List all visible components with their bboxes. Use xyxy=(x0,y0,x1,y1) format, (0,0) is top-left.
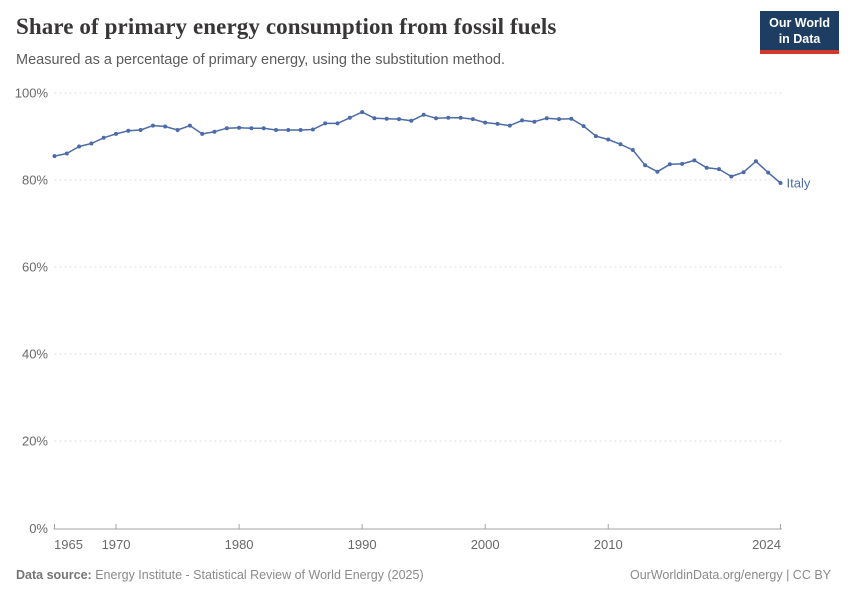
data-point xyxy=(520,118,525,123)
data-point xyxy=(741,170,746,175)
license-url: OurWorldinData.org/energy | CC BY xyxy=(629,568,831,582)
data-point xyxy=(101,135,106,140)
data-point xyxy=(138,128,143,132)
data-point xyxy=(397,117,401,122)
data-point xyxy=(249,126,254,131)
data-point xyxy=(224,126,229,131)
data-point xyxy=(286,128,291,132)
data-line xyxy=(53,111,782,184)
owid-logo-line2: in Data xyxy=(778,31,821,46)
data-point xyxy=(766,170,771,175)
data-source-text: Energy Institute - Statistical Review of… xyxy=(95,568,424,582)
owid-logo-line1: Our World xyxy=(769,16,830,30)
data-point xyxy=(163,124,168,129)
data-point xyxy=(470,117,475,122)
data-point xyxy=(237,125,242,130)
data-point xyxy=(630,148,635,152)
data-point xyxy=(569,116,574,121)
data-point xyxy=(89,141,94,146)
x-tick-label: 1965 xyxy=(54,537,83,552)
data-point xyxy=(421,112,426,117)
data-point xyxy=(557,117,561,122)
data-point xyxy=(593,134,598,139)
data-point xyxy=(483,120,488,125)
data-point xyxy=(372,116,377,121)
data-point xyxy=(692,158,697,163)
data-point xyxy=(200,131,205,136)
data-point xyxy=(606,137,611,142)
data-point xyxy=(64,151,69,156)
data-point xyxy=(704,165,709,170)
x-tick-label: 2024 xyxy=(752,537,781,552)
x-tick-label: 1970 xyxy=(102,537,131,552)
data-point xyxy=(778,181,783,185)
data-point xyxy=(618,142,623,147)
data-point xyxy=(753,159,758,164)
y-tick-label: 80% xyxy=(22,173,48,188)
y-tick-label: 60% xyxy=(22,260,48,275)
x-tick-label: 1980 xyxy=(225,537,254,552)
data-point xyxy=(446,115,451,120)
x-tick-label: 2010 xyxy=(594,537,623,552)
data-point xyxy=(729,174,734,179)
data-point xyxy=(187,123,192,128)
data-point xyxy=(507,123,512,128)
data-point xyxy=(409,118,414,123)
data-point xyxy=(335,121,340,126)
data-point xyxy=(77,144,82,149)
y-tick-label: 20% xyxy=(22,434,48,449)
data-point xyxy=(532,119,537,124)
data-point xyxy=(274,128,278,132)
data-point xyxy=(667,162,672,167)
data-point xyxy=(347,115,352,120)
y-tick-label: 0% xyxy=(29,521,48,536)
data-point xyxy=(360,110,365,115)
data-point xyxy=(310,127,315,132)
data-point xyxy=(261,126,266,131)
data-point xyxy=(680,161,685,166)
y-tick-label: 40% xyxy=(22,347,48,362)
data-point xyxy=(384,116,389,121)
y-tick-label: 100% xyxy=(15,86,49,101)
data-point xyxy=(150,123,155,128)
page-subtitle: Measured as a percentage of primary ener… xyxy=(16,52,505,68)
page-title: Share of primary energy consumption from… xyxy=(16,14,557,39)
x-tick-label: 2000 xyxy=(471,537,500,552)
data-source-label: Data source: xyxy=(16,568,92,582)
x-tick-label: 1990 xyxy=(348,537,377,552)
data-point xyxy=(495,121,500,126)
data-point xyxy=(581,124,586,129)
data-point xyxy=(717,167,721,172)
chart-footer: Data source: Energy Institute - Statisti… xyxy=(16,568,831,582)
data-source: Data source: Energy Institute - Statisti… xyxy=(16,568,424,582)
data-point xyxy=(126,128,131,133)
data-point xyxy=(544,116,549,121)
owid-logo[interactable]: Our World in Data xyxy=(760,11,839,55)
data-point xyxy=(434,116,438,121)
data-point xyxy=(52,154,57,159)
data-point xyxy=(643,163,648,168)
data-point xyxy=(458,115,463,120)
data-point xyxy=(655,169,660,174)
data-point xyxy=(298,128,303,132)
data-point xyxy=(175,128,180,132)
data-point xyxy=(323,121,328,126)
data-point xyxy=(114,131,118,136)
data-point xyxy=(212,129,217,134)
series-end-label: Italy xyxy=(787,176,811,191)
